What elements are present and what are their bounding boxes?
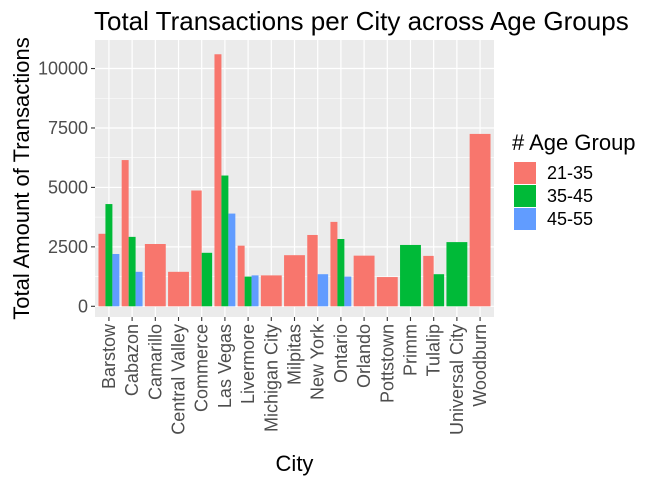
x-tick-label: New York: [308, 323, 328, 400]
bar-new-york-45-55: [317, 274, 329, 307]
y-tick-label: 2500: [48, 237, 88, 257]
bar-orlando-21-35: [353, 255, 375, 307]
x-tick-label: Central Valley: [169, 324, 189, 435]
bar-primm-35-45: [400, 244, 421, 307]
bar-woodburn-21-35: [469, 133, 491, 307]
bar-pottstown-21-35: [376, 277, 398, 307]
x-tick-label: Primm: [400, 324, 420, 376]
chart-title: Total Transactions per City across Age G…: [94, 6, 629, 36]
x-tick-label: Barstow: [99, 323, 119, 389]
x-tick-label: Camarillo: [145, 324, 165, 400]
x-tick-label: Las Vegas: [215, 324, 235, 408]
x-axis-title: City: [276, 451, 314, 476]
y-tick-label: 5000: [48, 177, 88, 197]
bar-cabazon-21-35: [121, 160, 129, 307]
y-tick-label: 0: [78, 296, 88, 316]
bars-group: [98, 54, 491, 307]
bar-ontario-21-35: [330, 221, 338, 307]
x-tick-label: Woodburn: [470, 324, 490, 407]
bar-las-vegas-21-35: [214, 54, 222, 307]
bar-livermore-35-45: [244, 276, 252, 307]
legend-label-35-45: 35-45: [547, 186, 593, 206]
bar-ontario-35-45: [337, 239, 345, 307]
legend-key-35-45: [514, 185, 536, 207]
bar-ontario-45-55: [344, 276, 352, 307]
y-axis-title: Total Amount of Transactions: [9, 37, 34, 320]
bar-michigan-city-21-35: [260, 275, 282, 307]
x-tick-label: Orlando: [354, 324, 374, 388]
bar-barstow-21-35: [98, 233, 106, 307]
legend-key-45-55: [514, 208, 536, 230]
bar-barstow-45-55: [112, 253, 120, 307]
bar-cabazon-45-55: [135, 271, 143, 307]
bar-livermore-45-55: [251, 275, 259, 307]
bar-barstow-35-45: [105, 204, 113, 307]
y-tick-label: 10000: [38, 59, 88, 79]
bar-tulalip-35-45: [433, 274, 445, 307]
x-tick-label: Universal City: [447, 324, 467, 435]
bar-milpitas-21-35: [284, 255, 305, 307]
legend-key-21-35: [514, 162, 536, 184]
bar-central-valley-21-35: [168, 271, 189, 307]
y-tick-label: 7500: [48, 118, 88, 138]
bar-camarillo-21-35: [144, 244, 166, 307]
bar-livermore-21-35: [237, 245, 245, 307]
bar-commerce-21-35: [191, 190, 202, 307]
legend-label-45-55: 45-55: [547, 209, 593, 229]
x-tick-label: Michigan City: [261, 324, 281, 432]
x-tick-label: Pottstown: [377, 324, 397, 403]
x-axis: Barstow Cabazon Camarillo Central Valley Com…: [99, 317, 490, 435]
bar-tulalip-21-35: [423, 255, 434, 307]
bar-new-york-21-35: [307, 234, 318, 307]
legend: # Age Group 21-35 35-45 45-55: [512, 130, 636, 230]
legend-title: # Age Group: [512, 130, 636, 155]
bar-commerce-35-45: [201, 252, 213, 307]
x-tick-label: Commerce: [192, 324, 212, 412]
x-tick-label: Milpitas: [285, 324, 305, 385]
bar-cabazon-35-45: [128, 236, 136, 307]
bar-universal-city-35-45: [446, 242, 468, 307]
x-tick-label: Livermore: [238, 324, 258, 404]
x-tick-label: Ontario: [331, 324, 351, 383]
bar-las-vegas-45-55: [228, 213, 236, 307]
x-tick-label: Cabazon: [122, 324, 142, 396]
y-axis: 0 2500 5000 7500 10000: [38, 59, 95, 316]
bar-las-vegas-35-45: [221, 175, 229, 307]
legend-label-21-35: 21-35: [547, 163, 593, 183]
x-tick-label: Tulalip: [424, 324, 444, 376]
